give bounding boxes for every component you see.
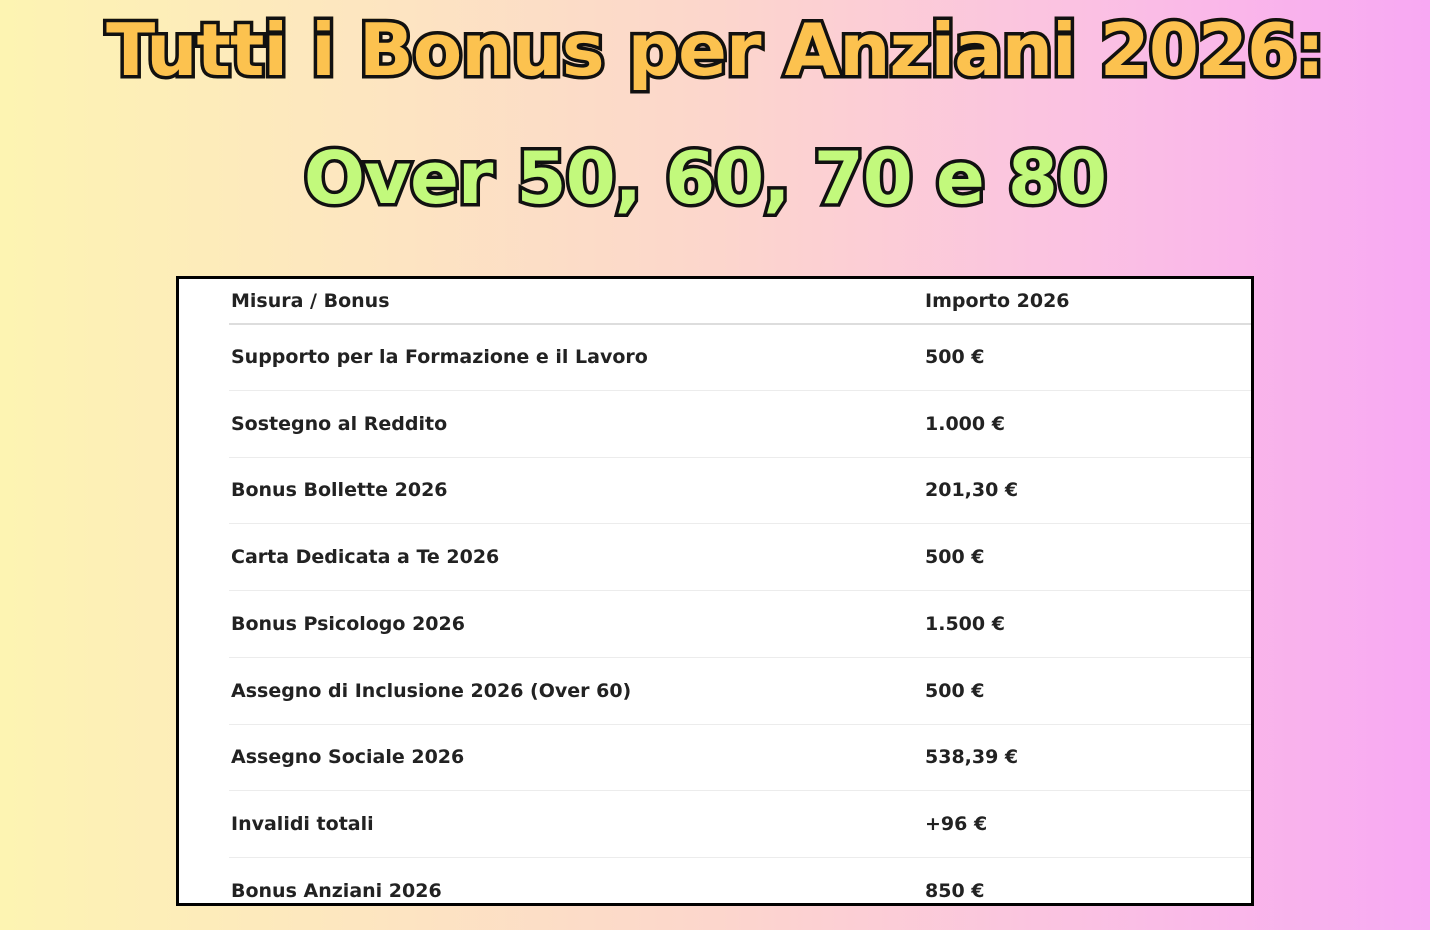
table-row: Bonus Anziani 2026 850 € [229, 858, 1251, 924]
title-line-2: Over 50, 60, 70 e 80 [300, 133, 1110, 224]
table-row: Carta Dedicata a Te 2026 500 € [229, 524, 1251, 592]
bonus-table: Misura / Bonus Importo 2026 Supporto per… [176, 276, 1254, 906]
cell-importo: 500 € [925, 679, 985, 702]
cell-importo: 500 € [925, 546, 985, 569]
cell-importo: 1.500 € [925, 612, 1005, 635]
header-misura: Misura / Bonus [231, 290, 390, 312]
cell-misura: Assegno Sociale 2026 [231, 746, 465, 769]
cell-misura: Carta Dedicata a Te 2026 [231, 546, 500, 569]
cell-importo: 500 € [925, 346, 985, 368]
cell-importo: +96 € [925, 812, 988, 835]
cell-misura: Bonus Bollette 2026 [231, 479, 448, 502]
table-row: Sostegno al Reddito 1.000 € [229, 391, 1251, 458]
table-row: Assegno Sociale 2026 538,39 € [229, 724, 1251, 792]
cell-importo: 538,39 € [925, 746, 1019, 769]
table-row: Bonus Bollette 2026 201,30 € [229, 457, 1251, 525]
cell-misura: Bonus Anziani 2026 [231, 879, 442, 902]
cell-importo: 201,30 € [925, 479, 1019, 502]
cell-importo: 1.000 € [925, 412, 1005, 435]
table-row: Assegno di Inclusione 2026 (Over 60) 500 … [229, 658, 1251, 725]
table-row: Bonus Psicologo 2026 1.500 € [229, 591, 1251, 658]
cell-misura: Assegno di Inclusione 2026 (Over 60) [231, 679, 632, 702]
cell-importo: 850 € [925, 879, 985, 902]
cell-misura: Sostegno al Reddito [231, 412, 448, 435]
table-row: Invalidi totali +96 € [229, 791, 1251, 858]
cell-misura: Supporto per la Formazione e il Lavoro [231, 346, 648, 368]
cell-misura: Invalidi totali [231, 812, 374, 835]
table-header: Misura / Bonus Importo 2026 [229, 279, 1251, 325]
header-importo: Importo 2026 [925, 290, 1070, 312]
table-row: Supporto per la Formazione e il Lavoro 50… [229, 324, 1251, 391]
title-line-1: Tutti i Bonus per Anziani 2026: [0, 5, 1430, 96]
cell-misura: Bonus Psicologo 2026 [231, 612, 465, 635]
